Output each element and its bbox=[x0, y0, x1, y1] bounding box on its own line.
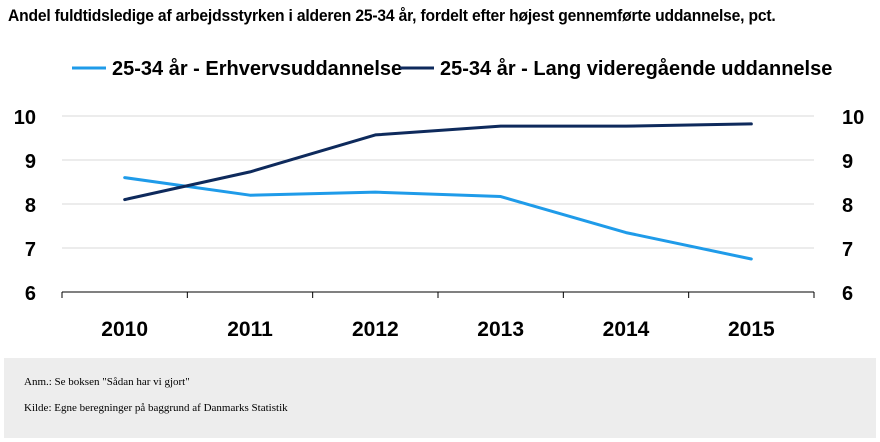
legend: 25-34 år - Erhvervsuddannelse 25-34 år - … bbox=[72, 57, 832, 80]
y-tick-label-left: 6 bbox=[25, 283, 36, 305]
chart-title: Andel fuldtidsledige af arbejdsstyrken i… bbox=[8, 6, 776, 25]
y-tick-label-right: 9 bbox=[842, 151, 853, 173]
series-line bbox=[123, 176, 753, 261]
y-tick-label-left: 10 bbox=[14, 107, 36, 129]
x-tick-label: 2011 bbox=[227, 318, 273, 341]
footer-notes: Anm.: Se boksen "Sådan har vi gjort" Kil… bbox=[4, 358, 876, 438]
y-tick-label-right: 7 bbox=[842, 239, 853, 261]
y-tick-label-left: 8 bbox=[25, 195, 36, 217]
footnote: Anm.: Se boksen "Sådan har vi gjort" bbox=[24, 376, 190, 388]
x-axis: 2010 2011 2012 2013 2014 2015 bbox=[101, 318, 775, 341]
gridlines bbox=[62, 115, 814, 249]
source-note: Kilde: Egne beregninger på baggrund af D… bbox=[24, 402, 288, 414]
y-axis-right: 6 7 8 9 10 bbox=[842, 107, 864, 305]
x-tick-label: 2010 bbox=[101, 318, 148, 341]
x-tick-label: 2012 bbox=[352, 318, 399, 341]
legend-label: 25-34 år - Erhvervsuddannelse bbox=[112, 57, 402, 80]
series-line bbox=[123, 122, 753, 202]
x-tick-label: 2015 bbox=[728, 318, 775, 341]
x-tick-label: 2013 bbox=[477, 318, 524, 341]
y-axis-left: 6 7 8 9 10 bbox=[14, 107, 36, 305]
axes bbox=[61, 291, 815, 298]
line-chart: 25-34 år - Erhvervsuddannelse 25-34 år - … bbox=[14, 57, 865, 341]
x-tick-label: 2014 bbox=[603, 318, 650, 341]
series-lines bbox=[123, 122, 753, 261]
y-tick-label-right: 8 bbox=[842, 195, 853, 217]
y-tick-label-right: 6 bbox=[842, 283, 853, 305]
legend-label: 25-34 år - Lang videregående uddannelse bbox=[440, 57, 832, 80]
y-tick-label-right: 10 bbox=[842, 107, 864, 129]
y-tick-label-left: 9 bbox=[25, 151, 36, 173]
y-tick-label-left: 7 bbox=[25, 239, 36, 261]
